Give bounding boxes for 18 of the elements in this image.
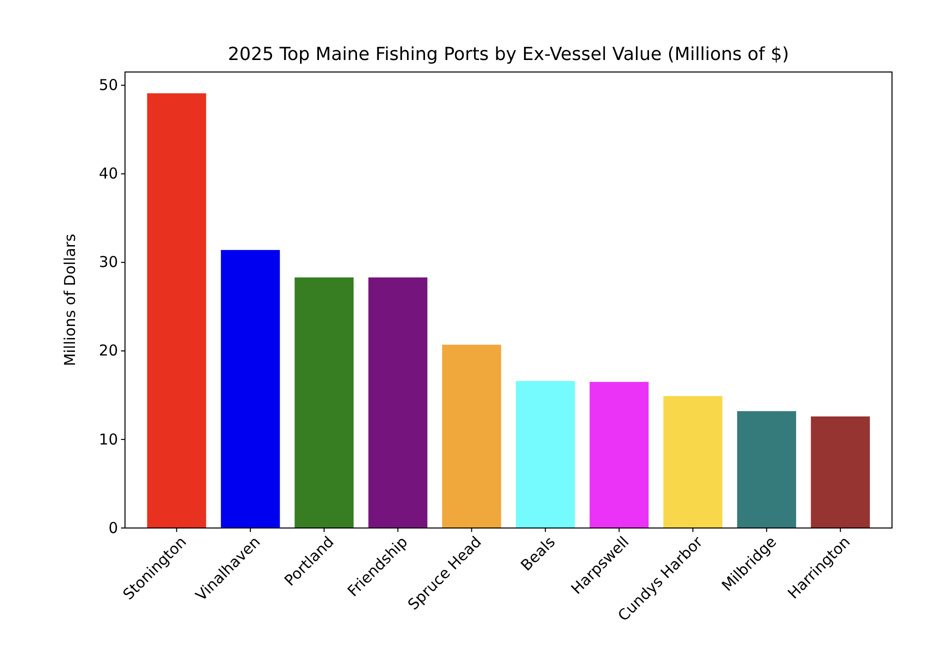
bar [220,250,280,528]
bar [294,277,354,528]
y-tick-label: 10 [98,430,118,448]
y-tick-label: 0 [108,518,118,537]
y-tick-label: 30 [98,253,118,272]
chart-title: 2025 Top Maine Fishing Ports by Ex-Vessel Value (Millions of $) [228,44,790,65]
bar [147,93,206,528]
bar [663,396,722,528]
bar [516,381,575,528]
bar [442,344,502,528]
bar [810,416,870,528]
bar [737,411,796,528]
y-tick-label: 50 [98,76,118,94]
bar [368,277,428,528]
y-tick-label: 20 [98,342,118,360]
y-axis-title: Millions of Dollars [61,234,79,366]
y-tick-label: 40 [98,164,118,183]
bar [590,382,649,528]
